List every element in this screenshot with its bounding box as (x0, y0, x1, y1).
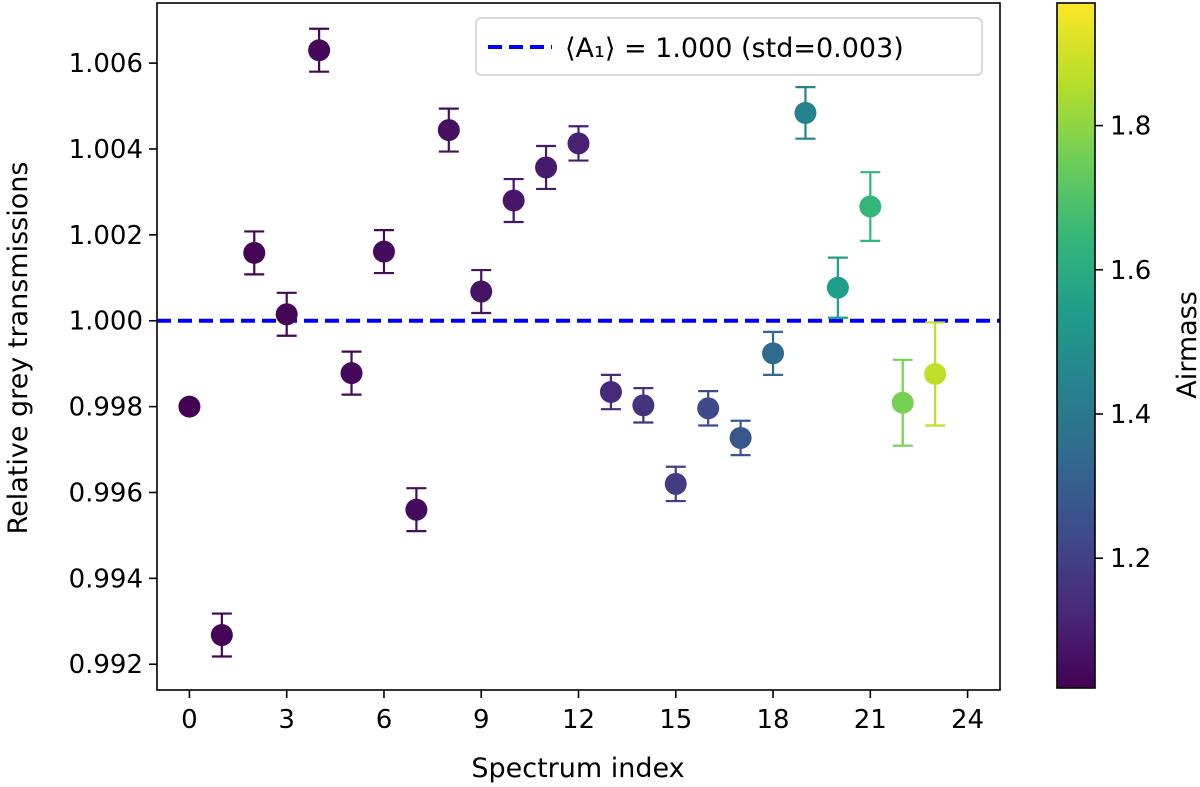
colorbar: 1.2 1.4 1.6 1.8 Airmass (1056, 2, 1200, 689)
data-point-22 (891, 358, 914, 447)
point-marker (243, 241, 266, 264)
colorbar-tick-label: 1.2 (1110, 544, 1151, 574)
data-points (178, 27, 947, 658)
point-marker (502, 189, 525, 212)
point-marker (826, 276, 849, 299)
y-axis-title: Relative grey transmissions (3, 162, 34, 535)
x-tick-label: 21 (854, 705, 887, 735)
x-tick-label: 12 (562, 705, 595, 735)
point-marker (437, 119, 460, 142)
data-point-14 (632, 387, 655, 424)
point-marker (178, 395, 201, 418)
data-point-0 (178, 395, 201, 418)
point-marker (405, 498, 428, 521)
x-axis-title: Spectrum index (471, 753, 684, 784)
y-tick-label: 1.002 (69, 221, 143, 251)
data-point-4 (308, 27, 331, 73)
data-point-19 (794, 86, 817, 140)
data-point-17 (729, 419, 752, 457)
y-tick-label: 1.004 (69, 135, 143, 165)
y-tick-label: 1.000 (69, 307, 143, 337)
point-marker (275, 303, 298, 326)
point-marker (891, 391, 914, 414)
point-marker (535, 156, 558, 179)
legend-label: ⟨A₁⟩ = 1.000 (std=0.003) (565, 33, 904, 64)
data-point-5 (340, 350, 363, 396)
data-point-6 (372, 229, 395, 275)
point-marker (794, 101, 817, 124)
point-marker (599, 381, 622, 404)
data-point-20 (826, 256, 849, 319)
x-tick-label: 15 (659, 705, 692, 735)
x-tick-label: 6 (376, 705, 393, 735)
point-marker (697, 397, 720, 420)
colorbar-tick-label: 1.8 (1110, 112, 1151, 142)
data-point-2 (243, 230, 266, 276)
x-axis: 0 3 6 9 12 15 18 21 24 (181, 690, 984, 735)
legend-box (475, 17, 983, 76)
point-marker (470, 280, 493, 303)
point-marker (210, 624, 233, 647)
plot-frame (156, 2, 1001, 691)
data-point-9 (470, 268, 493, 315)
data-point-15 (664, 465, 687, 503)
colorbar-title: Airmass (1172, 291, 1200, 399)
y-tick-label: 0.996 (69, 478, 143, 508)
point-marker (340, 362, 363, 385)
y-axis: 0.992 0.994 0.996 0.998 1.000 1.002 1.004 1.006 (69, 49, 157, 680)
data-point-21 (859, 171, 882, 242)
data-point-7 (405, 487, 428, 533)
colorbar-tick-label: 1.4 (1110, 400, 1151, 430)
colorbar-gradient (1056, 2, 1096, 689)
data-point-10 (502, 177, 525, 224)
x-tick-label: 0 (181, 705, 198, 735)
y-tick-label: 1.006 (69, 49, 143, 79)
point-marker (924, 362, 947, 385)
point-marker (762, 342, 785, 365)
point-marker (372, 240, 395, 263)
data-point-16 (697, 390, 720, 427)
data-point-11 (535, 144, 558, 191)
point-marker (567, 132, 590, 155)
data-point-3 (275, 291, 298, 337)
data-point-18 (762, 330, 785, 376)
point-marker (632, 394, 655, 417)
legend: ⟨A₁⟩ = 1.000 (std=0.003) (475, 17, 983, 76)
y-tick-label: 0.994 (69, 564, 143, 594)
data-point-12 (567, 125, 590, 162)
x-tick-label: 24 (951, 705, 984, 735)
colorbar-ticks: 1.2 1.4 1.6 1.8 (1095, 112, 1151, 574)
point-marker (664, 472, 687, 495)
point-marker (729, 426, 752, 449)
colorbar-tick-label: 1.6 (1110, 256, 1151, 286)
point-marker (859, 195, 882, 218)
y-tick-label: 0.992 (69, 650, 143, 680)
x-tick-label: 3 (278, 705, 295, 735)
data-point-8 (437, 107, 460, 153)
x-tick-label: 18 (756, 705, 789, 735)
y-tick-label: 0.998 (69, 393, 143, 423)
data-point-13 (599, 373, 622, 411)
x-tick-label: 9 (473, 705, 490, 735)
point-marker (308, 39, 331, 62)
data-point-1 (210, 612, 233, 658)
data-point-23 (924, 321, 947, 427)
